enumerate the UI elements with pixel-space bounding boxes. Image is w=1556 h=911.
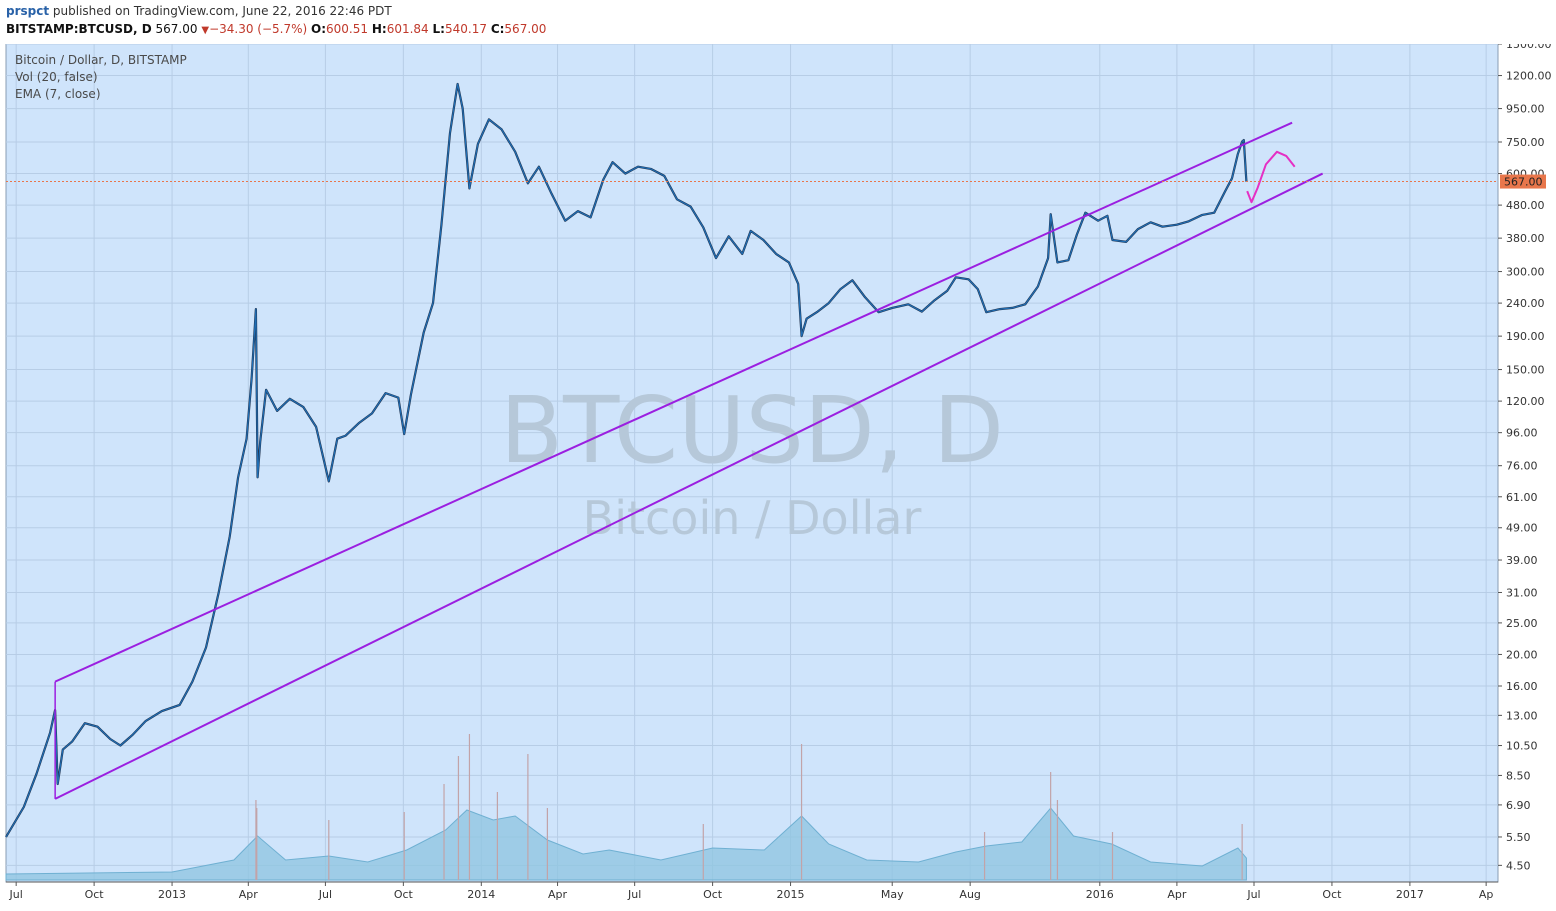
x-tick-label: Jul xyxy=(1246,888,1260,901)
x-tick-label: Apr xyxy=(239,888,259,901)
x-tick-label: 2013 xyxy=(158,888,186,901)
y-tick-label: 240.00 xyxy=(1506,297,1545,310)
y-tick-label: 49.00 xyxy=(1506,522,1538,535)
chart-area[interactable]: BTCUSD, D Bitcoin / Dollar 1500.00 1200.0… xyxy=(0,38,1556,907)
x-tick-label: Apr xyxy=(548,888,568,901)
x-tick-label: Jul xyxy=(9,888,23,901)
author-link[interactable]: prspct xyxy=(6,4,50,18)
x-tick-label: Oct xyxy=(85,888,105,901)
y-tick-label: 300.00 xyxy=(1506,266,1545,279)
legend-title: Bitcoin / Dollar, D, BITSTAMP xyxy=(15,53,187,67)
y-tick-label: 1200.00 xyxy=(1506,70,1552,83)
last-price: 567.00 xyxy=(155,22,198,36)
plot-background xyxy=(5,43,1499,883)
x-tick-label: 2016 xyxy=(1086,888,1114,901)
publish-text: published on TradingView.com, June 22, 2… xyxy=(52,4,392,18)
down-arrow-icon: ▼ xyxy=(201,25,210,36)
y-tick-label: 96.00 xyxy=(1506,427,1538,440)
y-tick-label: 20.00 xyxy=(1506,648,1538,661)
legend-vol: Vol (20, false) xyxy=(15,70,98,84)
ema-line xyxy=(5,83,1247,838)
drawing-overlays xyxy=(54,121,1324,800)
close-value: 567.00 xyxy=(504,22,547,36)
x-tick-label: Apr xyxy=(1167,888,1187,901)
x-tick-label: 2014 xyxy=(467,888,495,901)
y-tick-label: 150.00 xyxy=(1506,364,1545,377)
x-tick-label: Ap xyxy=(1479,888,1494,901)
last-price-tag: 567.00 xyxy=(1500,174,1546,189)
y-tick-label: 1500.00 xyxy=(1506,44,1552,51)
watermark-name: Bitcoin / Dollar xyxy=(583,491,922,545)
y-tick-label: 76.00 xyxy=(1506,460,1538,473)
x-tick-label: 2017 xyxy=(1396,888,1424,901)
volume-area xyxy=(5,807,1247,881)
time-axis[interactable]: Jul Oct 2013 Apr Jul Oct 2014 Apr Jul Oct 2015 May A… xyxy=(6,881,1498,901)
header-bar: prspct published on TradingView.com, Jun… xyxy=(0,0,1556,44)
y-tick-label: 480.00 xyxy=(1506,199,1545,212)
x-tick-label: Jul xyxy=(627,888,641,901)
price-axis[interactable]: 1500.001200.00950.00750.00600.00480.0038… xyxy=(1498,38,1552,872)
high-label: H: xyxy=(371,22,387,36)
y-tick-label: 5.50 xyxy=(1506,831,1531,844)
volume-layer xyxy=(5,734,1247,881)
symbol-summary: BITSTAMP:BTCUSD, D 567.00 ▼−34.30 (−5.7%… xyxy=(6,22,546,36)
y-tick-label: 10.50 xyxy=(1506,740,1538,753)
legend-ema: EMA (7, close) xyxy=(15,87,101,101)
projection-curve xyxy=(1246,150,1296,204)
channel-lower-line xyxy=(54,172,1324,800)
y-tick-label: 380.00 xyxy=(1506,232,1545,245)
open-label: O: xyxy=(311,22,327,36)
y-tick-label: 190.00 xyxy=(1506,330,1545,343)
y-tick-label: 16.00 xyxy=(1506,680,1538,693)
price-chart[interactable]: BTCUSD, D Bitcoin / Dollar 1500.00 1200.0… xyxy=(0,38,1556,907)
y-tick-label: 950.00 xyxy=(1506,103,1545,116)
high-value: 601.84 xyxy=(386,22,429,36)
close-label: C: xyxy=(490,22,505,36)
price-series xyxy=(5,82,1248,838)
x-tick-label: 2015 xyxy=(777,888,805,901)
x-tick-label: May xyxy=(881,888,904,901)
x-tick-label: Aug xyxy=(959,888,980,901)
y-tick-label: 31.00 xyxy=(1506,586,1538,599)
last-price-tag-bg xyxy=(1500,174,1546,189)
symbol-label: BITSTAMP:BTCUSD, D xyxy=(6,22,152,36)
last-price-tag-text: 567.00 xyxy=(1504,176,1543,189)
x-tick-label: Oct xyxy=(703,888,723,901)
price-change: −34.30 (−5.7%) xyxy=(209,22,308,36)
low-label: L: xyxy=(432,22,445,36)
x-tick-label: Oct xyxy=(394,888,414,901)
y-tick-label: 750.00 xyxy=(1506,136,1545,149)
x-tick-label: Oct xyxy=(1322,888,1342,901)
y-tick-label: 39.00 xyxy=(1506,554,1538,567)
channel-upper-line xyxy=(54,121,1293,683)
y-tick-label: 6.90 xyxy=(1506,799,1531,812)
watermark-symbol: BTCUSD, D xyxy=(500,377,1004,484)
y-tick-label: 4.50 xyxy=(1506,859,1531,872)
y-tick-label: 25.00 xyxy=(1506,617,1538,630)
y-tick-label: 13.00 xyxy=(1506,709,1538,722)
publish-info: prspct published on TradingView.com, Jun… xyxy=(6,4,392,18)
x-tick-label: Jul xyxy=(318,888,332,901)
y-tick-label: 120.00 xyxy=(1506,395,1545,408)
y-tick-label: 61.00 xyxy=(1506,491,1538,504)
y-tick-label: 8.50 xyxy=(1506,769,1531,782)
open-value: 600.51 xyxy=(326,22,369,36)
low-value: 540.17 xyxy=(444,22,487,36)
